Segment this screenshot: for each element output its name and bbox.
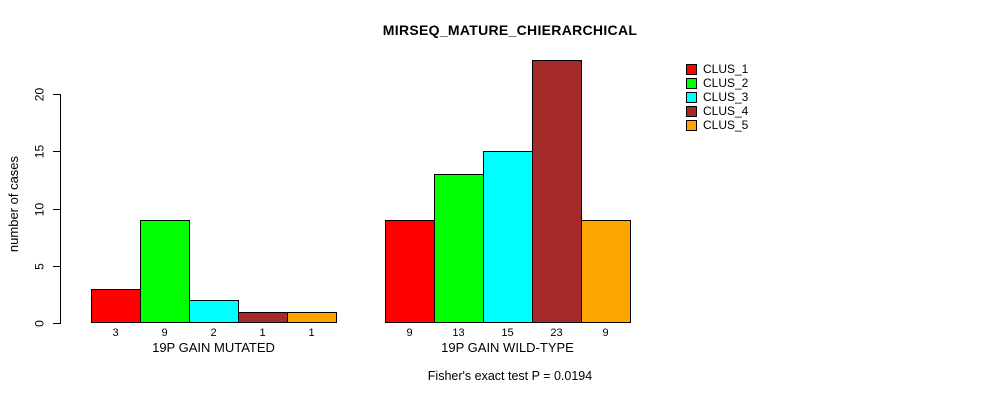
bar: [140, 220, 190, 323]
x-group-label: 19P GAIN MUTATED: [152, 340, 275, 355]
legend-swatch: [686, 91, 697, 103]
x-group-label: 19P GAIN WILD-TYPE: [441, 340, 574, 355]
y-tick-label: 15: [32, 144, 47, 159]
bar-value-label: 9: [161, 327, 168, 339]
legend-swatch: [686, 119, 697, 131]
bar-value-label: 1: [308, 327, 315, 339]
legend-swatch: [686, 105, 697, 117]
bar-value-label: 3: [112, 327, 119, 339]
chart-title: MIRSEQ_MATURE_CHIERARCHICAL: [382, 22, 638, 38]
legend-swatch: [686, 63, 697, 75]
bar-value-label: 2: [210, 327, 217, 339]
bar-value-label: 23: [550, 327, 563, 339]
bar-value-label: 9: [602, 327, 609, 339]
bar: [483, 151, 533, 323]
annotation-text: Fisher's exact test P = 0.0194: [427, 369, 593, 383]
bar: [189, 300, 239, 323]
y-tick-label: 5: [32, 263, 47, 270]
legend-item: CLUS_2: [686, 76, 748, 90]
legend-label: CLUS_4: [703, 104, 749, 118]
legend-label: CLUS_3: [703, 90, 749, 104]
legend-item: CLUS_1: [686, 62, 748, 76]
bar-value-label: 13: [452, 327, 465, 339]
y-tick-label: 10: [32, 202, 47, 217]
legend-label: CLUS_1: [703, 62, 749, 76]
bar-value-label: 1: [259, 327, 266, 339]
y-tick: [53, 323, 60, 324]
bar: [581, 220, 631, 323]
legend: CLUS_1 CLUS_2 CLUS_3 CLUS_4 CLUS_5: [686, 62, 748, 132]
y-tick: [53, 94, 60, 95]
y-tick: [53, 209, 60, 210]
y-tick-label: 20: [32, 87, 47, 102]
y-tick-label: 0: [32, 320, 47, 327]
legend-item: CLUS_4: [686, 104, 748, 118]
bar: [385, 220, 435, 323]
y-tick: [53, 266, 60, 267]
bar: [434, 174, 484, 323]
bar-value-label: 15: [501, 327, 514, 339]
bar: [238, 312, 288, 323]
legend-item: CLUS_5: [686, 118, 748, 132]
bar: [532, 60, 582, 323]
legend-label: CLUS_2: [703, 76, 749, 90]
legend-label: CLUS_5: [703, 118, 749, 132]
legend-swatch: [686, 77, 697, 89]
bar: [91, 289, 141, 323]
legend-item: CLUS_3: [686, 90, 748, 104]
y-tick: [53, 151, 60, 152]
y-axis-label: number of cases: [6, 155, 21, 253]
bar-value-label: 9: [406, 327, 413, 339]
bar: [287, 312, 337, 323]
y-axis-line: [60, 94, 61, 324]
